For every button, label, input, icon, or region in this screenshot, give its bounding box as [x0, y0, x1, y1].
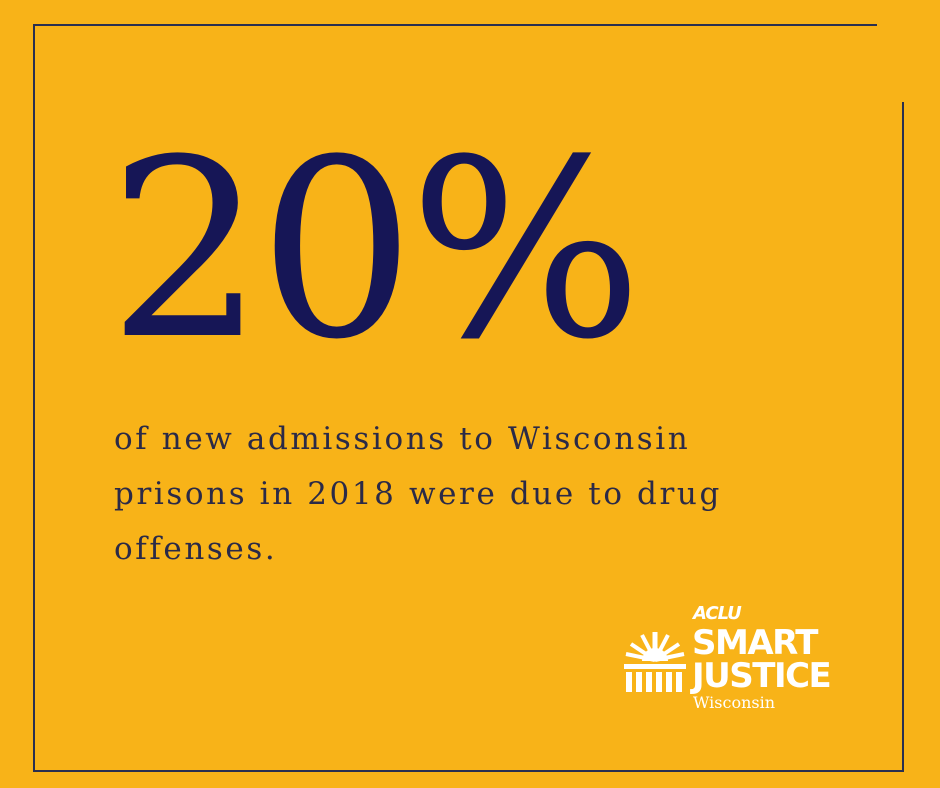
frame-bottom-line — [33, 770, 904, 772]
frame-right-line — [902, 102, 904, 772]
logo-line2-text: JUSTICE — [692, 656, 832, 696]
logo-state-text: Wisconsin — [693, 693, 776, 712]
frame-left-line — [33, 24, 35, 772]
stat-value: 20% — [108, 108, 643, 394]
sunrise-bars-logo-icon — [624, 632, 686, 692]
logo-org-text: ACLU — [693, 603, 742, 624]
aclu-smart-justice-logo: ACLU SMART JUSTICE Wisconsin — [624, 604, 854, 716]
frame-top-line — [33, 24, 877, 26]
logo-line1-text: SMART — [692, 623, 818, 663]
stat-description: of new admissions to Wisconsin prisons i… — [114, 421, 722, 567]
